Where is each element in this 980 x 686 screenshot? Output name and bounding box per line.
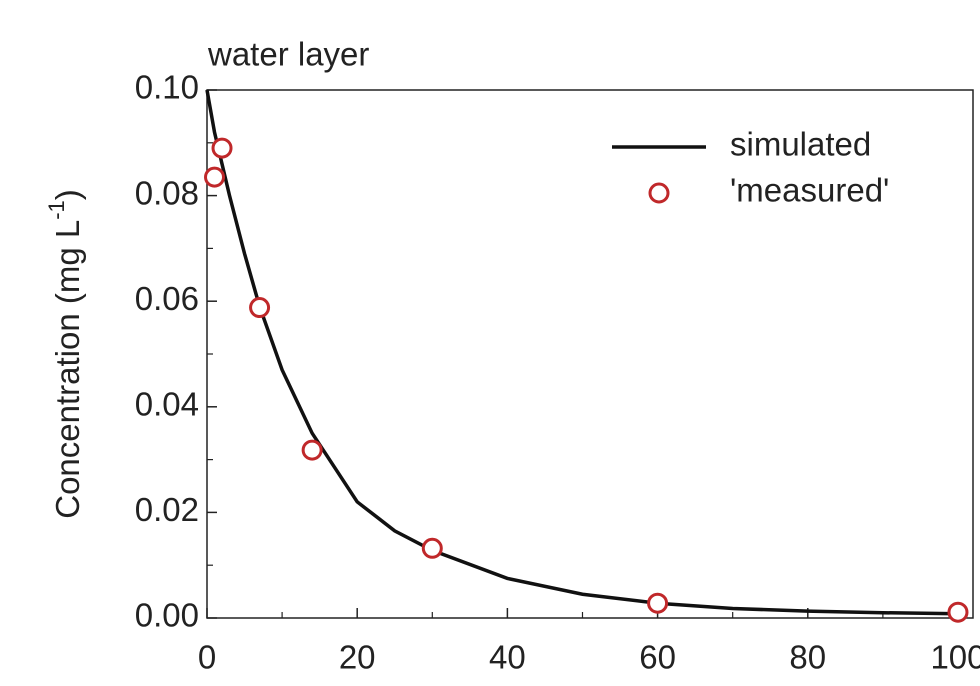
- measured-point: [204, 166, 226, 188]
- chart-title: water layer: [207, 36, 369, 73]
- y-tick-label: 0.06: [135, 280, 199, 317]
- measured-point: [301, 439, 323, 461]
- measured-point: [421, 537, 443, 559]
- x-tick-label: 80: [789, 639, 826, 676]
- legend-label: simulated: [730, 126, 871, 163]
- x-tick-label: 100: [930, 639, 980, 676]
- measured-point: [211, 137, 233, 159]
- measured-point: [647, 592, 669, 614]
- y-tick-label: 0.08: [135, 174, 199, 211]
- y-label-sup: -1: [44, 200, 69, 220]
- y-label-tail: ): [49, 189, 86, 200]
- y-tick-label: 0.00: [135, 597, 199, 634]
- plot-frame: [206, 89, 974, 619]
- y-tick-label: 0.10: [135, 69, 199, 106]
- y-label-text: Concentration (mg L: [49, 220, 86, 519]
- x-tick-label: 60: [639, 639, 676, 676]
- legend-marker: [648, 182, 670, 204]
- measured-point: [249, 297, 271, 319]
- y-axis-label: Concentration (mg L-1): [44, 189, 86, 519]
- legend-label: 'measured': [730, 172, 889, 209]
- x-tick-label: 0: [198, 639, 216, 676]
- measured-point: [947, 601, 969, 623]
- x-tick-label: 40: [489, 639, 526, 676]
- y-tick-label: 0.02: [135, 491, 199, 528]
- x-tick-label: 20: [339, 639, 376, 676]
- y-tick-label: 0.04: [135, 386, 199, 423]
- simulated-line: [205, 89, 959, 616]
